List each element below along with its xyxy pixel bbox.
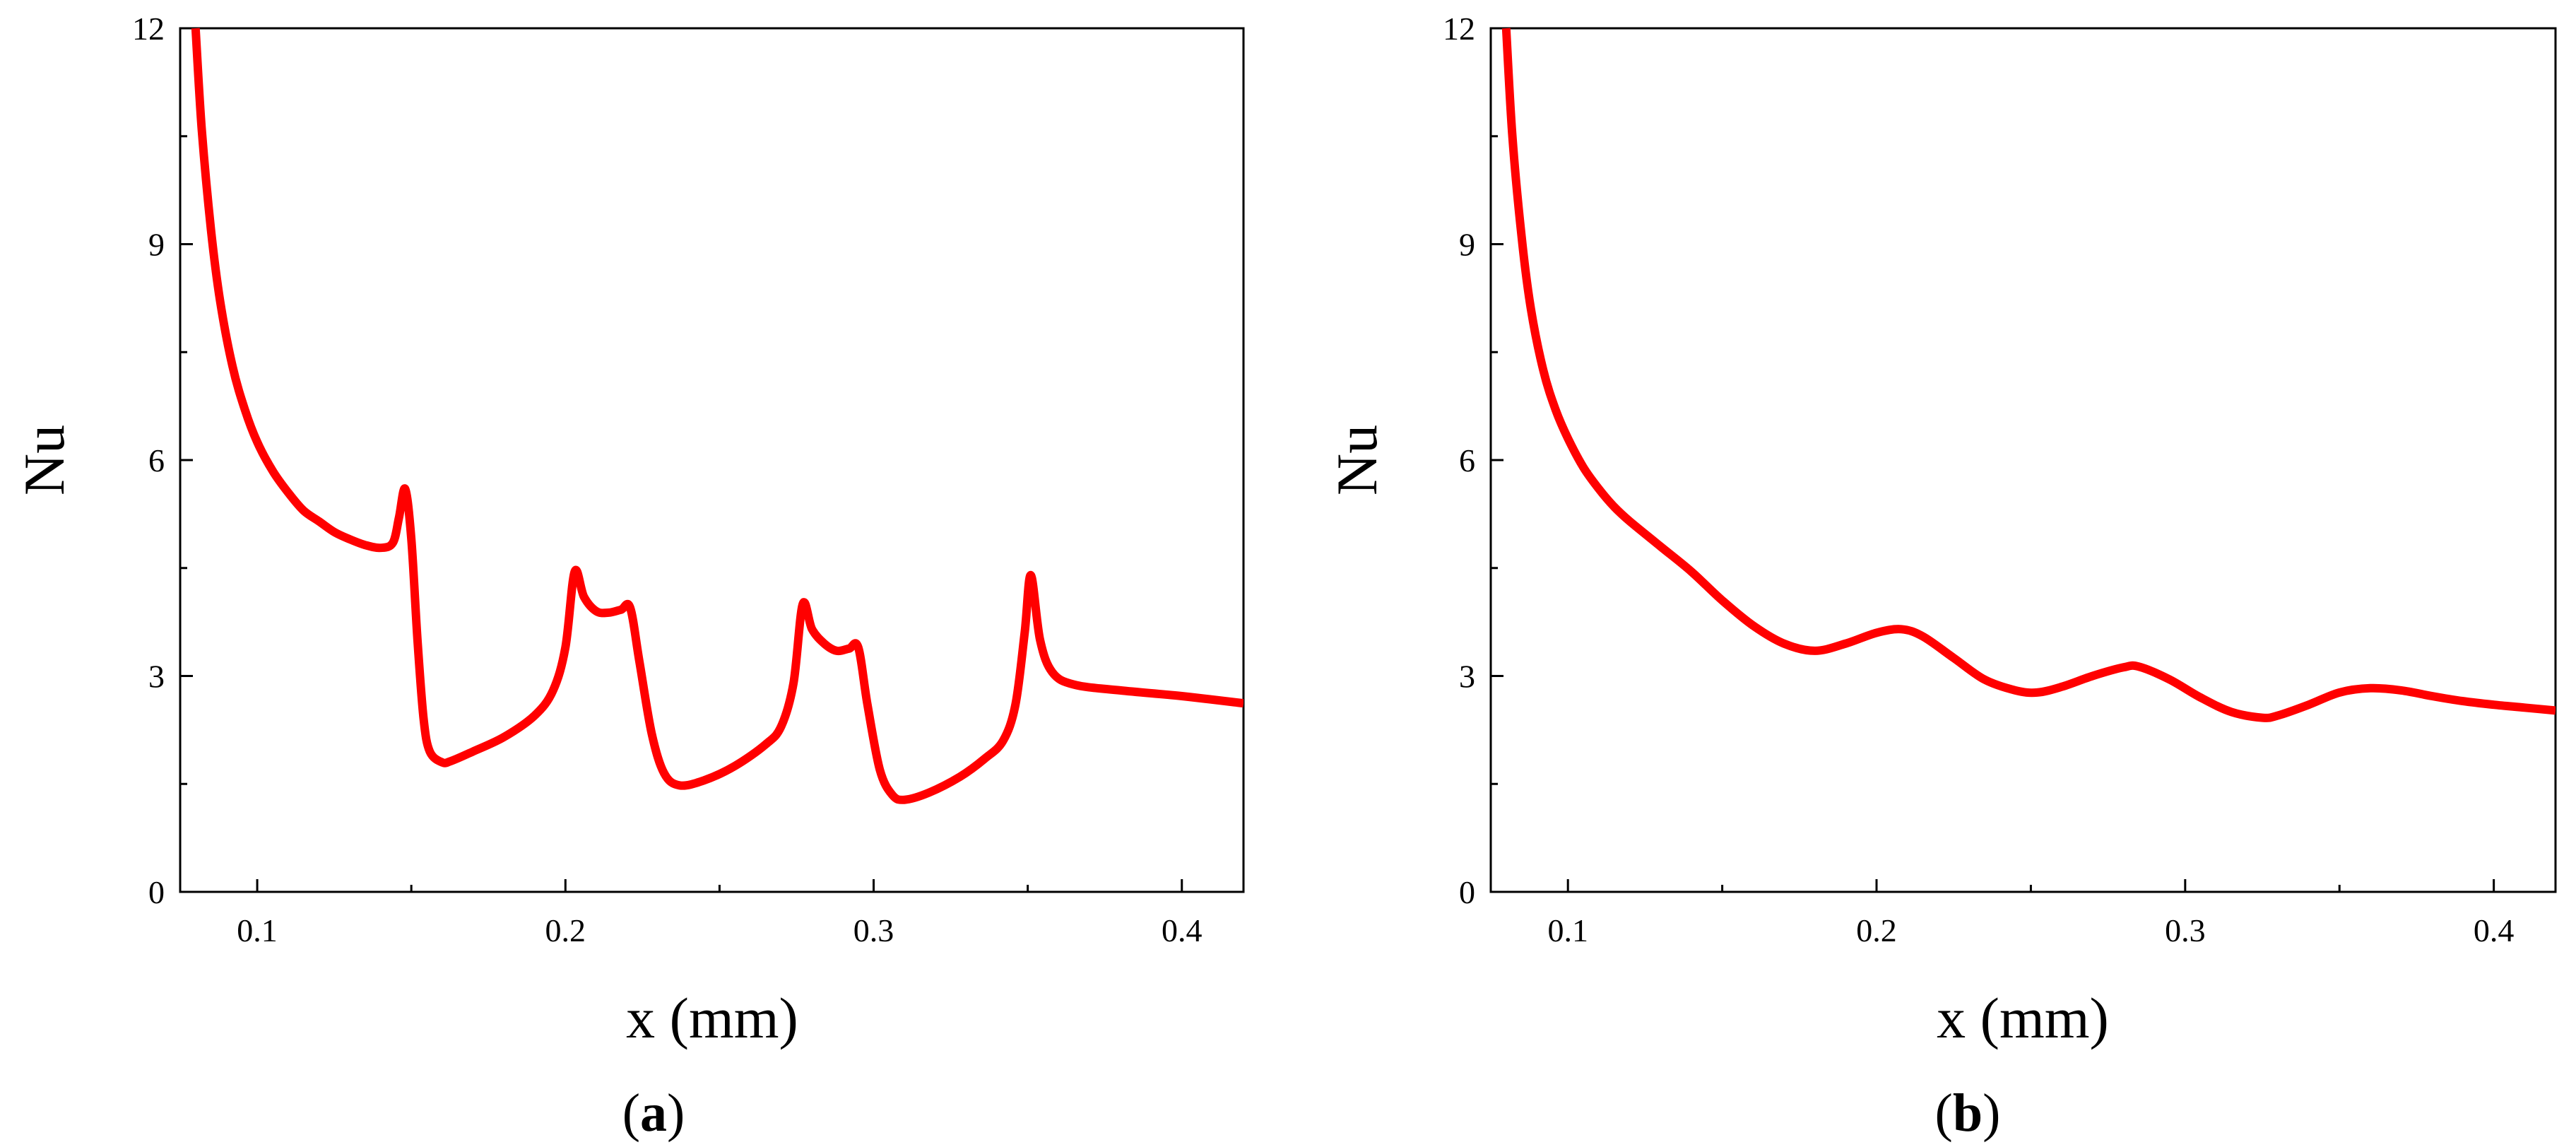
plot-frame xyxy=(179,27,1245,893)
x-tick-label: 0.4 xyxy=(2474,912,2515,948)
x-axis-title: x (mm) xyxy=(1937,986,2109,1050)
panel-label: (a) xyxy=(622,1083,685,1143)
y-tick-label: 9 xyxy=(1459,227,1475,263)
x-tick-label: 0.1 xyxy=(237,912,278,948)
y-tick-label: 6 xyxy=(148,442,165,478)
y-tick-label: 3 xyxy=(1459,659,1475,695)
y-tick-label: 12 xyxy=(1443,11,1475,47)
plot-frame xyxy=(1489,27,2557,893)
y-tick-label: 3 xyxy=(148,659,165,695)
chart-panel-a: 0.1 0.2 0.3 0.4 0 3 6 9 12 x (mm) Nu (a) xyxy=(12,11,1245,1143)
x-tick-label: 0.4 xyxy=(1162,912,1203,948)
y-axis-title: Nu xyxy=(12,425,76,495)
series-line-b xyxy=(1501,28,2556,722)
y-tick-label: 6 xyxy=(1459,442,1475,478)
y-tick-label: 9 xyxy=(148,227,165,263)
x-axis-title: x (mm) xyxy=(626,986,798,1050)
chart-panel-b: 0.1 0.2 0.3 0.4 0 3 6 9 12 x (mm) Nu (b) xyxy=(1325,11,2557,1143)
y-tick-label: 0 xyxy=(1459,874,1475,910)
series-line-a xyxy=(191,28,1243,804)
x-tick-label: 0.1 xyxy=(1547,912,1588,948)
y-axis-title: Nu xyxy=(1325,425,1389,495)
y-tick-label: 12 xyxy=(132,11,165,47)
y-tick-label: 0 xyxy=(148,874,165,910)
panel-label: (b) xyxy=(1935,1083,2001,1143)
x-tick-label: 0.2 xyxy=(1856,912,1897,948)
x-tick-label: 0.2 xyxy=(545,912,586,948)
x-tick-label: 0.3 xyxy=(853,912,894,948)
x-tick-label: 0.3 xyxy=(2165,912,2206,948)
